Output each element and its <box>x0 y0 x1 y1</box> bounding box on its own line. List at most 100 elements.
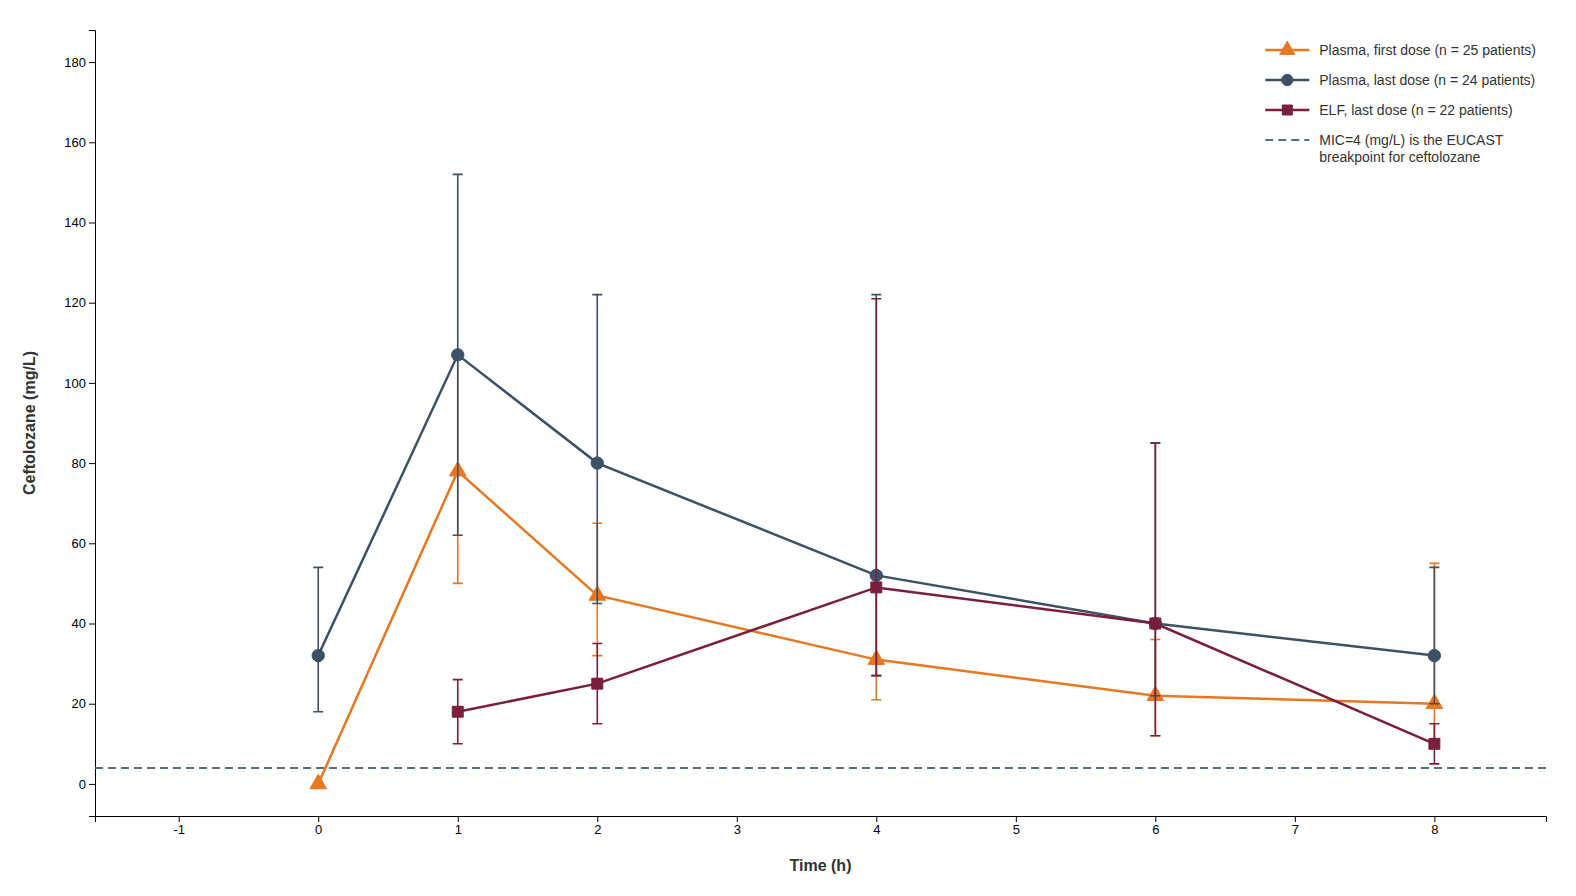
marker <box>452 706 463 717</box>
x-axis-tick: 0 <box>315 816 322 837</box>
y-axis-tick-label: 140 <box>64 215 86 230</box>
y-axis-tick: 180 <box>64 55 95 70</box>
legend-label-line: MIC=4 (mg/L) is the EUCAST <box>1319 132 1503 148</box>
x-axis-tick-label: 4 <box>873 822 880 837</box>
y-axis-tick-label: 20 <box>72 696 86 711</box>
x-axis-tick-mark <box>876 816 877 822</box>
legend-item: MIC=4 (mg/L) is the EUCASTbreakpoint for… <box>1265 132 1503 165</box>
legend-label-line: ELF, last dose (n = 22 patients) <box>1319 102 1512 118</box>
error-bar <box>1429 724 1439 764</box>
error-bar <box>871 299 881 676</box>
x-axis-tick-mark <box>1016 816 1017 822</box>
error-bar <box>1429 567 1439 703</box>
y-axis-tick-mark <box>89 624 95 625</box>
y-axis-title: Ceftolozane (mg/L) <box>21 351 38 495</box>
y-axis-tick-label: 120 <box>64 295 86 310</box>
marker <box>1428 649 1440 661</box>
legend-label: Plasma, last dose (n = 24 patients) <box>1319 72 1535 88</box>
y-axis-tick-label: 100 <box>64 376 86 391</box>
legend: Plasma, first dose (n = 25 patients) Plas… <box>1265 41 1536 164</box>
error-bar <box>592 644 602 724</box>
error-bar <box>453 680 463 744</box>
y-axis-tick: 80 <box>72 456 95 471</box>
plot: -1012345678020406080100120140160180Time … <box>21 31 1547 875</box>
y-axis-tick-label: 180 <box>64 55 86 70</box>
x-axis-tick-label: 5 <box>1013 822 1020 837</box>
x-axis-tick-mark <box>179 816 180 822</box>
x-axis-tick: 1 <box>455 816 462 837</box>
legend-swatch <box>1265 139 1309 141</box>
y-axis-tick-label: 160 <box>64 135 86 150</box>
error-bar <box>1150 443 1160 736</box>
series-line <box>458 587 1435 743</box>
x-axis-tick-mark <box>597 816 598 822</box>
y-axis-tick: 100 <box>64 376 95 391</box>
x-axis-tick-label: -1 <box>173 822 185 837</box>
marker <box>1150 618 1161 629</box>
x-axis-tick-label: 6 <box>1152 822 1159 837</box>
x-axis: -1 0 1 2 3 4 5 6 7 8 <box>96 816 1547 837</box>
legend-label-line: breakpoint for ceftolozane <box>1319 149 1480 165</box>
error-bar <box>313 567 323 711</box>
x-axis-tick-label: 8 <box>1431 822 1438 837</box>
x-axis-tick-mark <box>458 816 459 822</box>
y-axis-tick-label: 80 <box>72 456 86 471</box>
error-bar <box>871 295 881 676</box>
series <box>452 299 1440 764</box>
y-axis-tick: 0 <box>79 777 95 792</box>
y-axis-tick: 60 <box>72 536 95 551</box>
y-axis-tick-mark <box>89 784 95 785</box>
x-axis-tick: 2 <box>594 816 601 837</box>
legend-label: MIC=4 (mg/L) is the EUCASTbreakpoint for… <box>1319 132 1503 165</box>
y-axis-tick: 160 <box>64 135 95 150</box>
marker <box>591 457 603 469</box>
y-axis-tick-mark <box>89 62 95 63</box>
y-axis-tick-mark <box>89 543 95 544</box>
y-axis-tick-mark <box>89 142 95 143</box>
x-axis-tick: -1 <box>173 816 185 837</box>
x-axis-line <box>96 817 1547 823</box>
x-axis-tick-mark <box>737 816 738 822</box>
legend-swatch-marker <box>1282 105 1292 115</box>
y-axis-tick-mark <box>89 222 95 223</box>
legend-swatch-marker <box>1282 74 1293 85</box>
x-axis-tick: 5 <box>1013 816 1020 837</box>
y-axis-tick-label: 0 <box>79 777 86 792</box>
x-axis-tick: 7 <box>1292 816 1299 837</box>
x-axis-tick: 4 <box>873 816 880 837</box>
chart: -1012345678020406080100120140160180Time … <box>0 0 1576 896</box>
y-axis-tick-mark <box>89 303 95 304</box>
x-axis-tick: 6 <box>1152 816 1159 837</box>
y-axis-tick-label: 40 <box>72 616 86 631</box>
y-axis-tick-mark <box>89 383 95 384</box>
legend-item: Plasma, last dose (n = 24 patients) <box>1265 72 1535 88</box>
x-axis-tick-mark <box>318 816 319 822</box>
x-axis-tick-mark <box>1155 816 1156 822</box>
y-axis-tick-mark <box>89 463 95 464</box>
y-axis-tick: 40 <box>72 616 95 631</box>
data-area <box>95 174 1546 788</box>
legend-item: ELF, last dose (n = 22 patients) <box>1265 102 1512 118</box>
y-axis-tick: 20 <box>72 696 95 711</box>
x-axis-tick: 3 <box>734 816 741 837</box>
x-axis-tick-label: 7 <box>1292 822 1299 837</box>
y-axis-tick-label: 60 <box>72 536 86 551</box>
x-axis-tick-label: 3 <box>734 822 741 837</box>
reference-line <box>95 767 1546 769</box>
series <box>312 174 1441 711</box>
x-axis-title: Time (h) <box>790 857 852 874</box>
x-axis-tick-mark <box>1295 816 1296 822</box>
legend-label-line: Plasma, last dose (n = 24 patients) <box>1319 72 1535 88</box>
x-axis-tick: 8 <box>1431 816 1438 837</box>
legend-label: ELF, last dose (n = 22 patients) <box>1319 102 1512 118</box>
y-axis-tick: 140 <box>64 215 95 230</box>
marker <box>592 678 603 689</box>
marker <box>310 774 327 788</box>
legend-label: Plasma, first dose (n = 25 patients) <box>1319 42 1536 58</box>
x-axis-tick-label: 1 <box>455 822 462 837</box>
x-axis-tick-mark <box>1434 816 1435 822</box>
legend-item: Plasma, first dose (n = 25 patients) <box>1265 41 1536 58</box>
error-bar <box>592 295 602 604</box>
x-axis-tick-label: 2 <box>594 822 601 837</box>
legend-swatch-marker <box>1280 41 1295 54</box>
